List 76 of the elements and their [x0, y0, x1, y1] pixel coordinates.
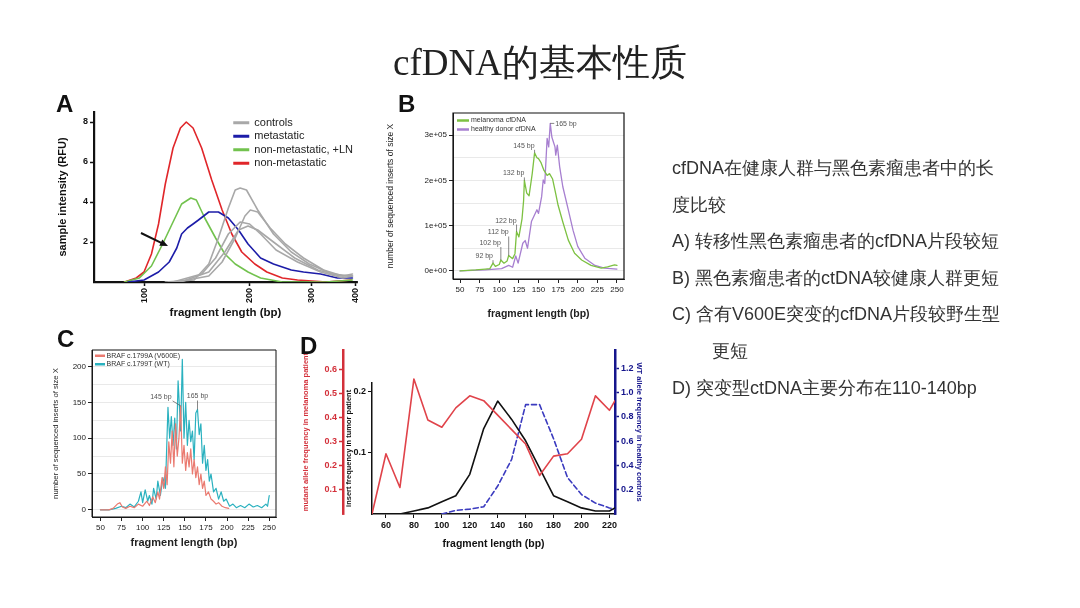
x-tick-label: 100	[138, 288, 149, 304]
x-tick-label: 200	[220, 523, 235, 532]
y3-tick-label: 0.2	[353, 386, 366, 397]
y-tick-label: 3e+05	[424, 130, 448, 140]
x-axis-title: fragment length (bp)	[442, 536, 545, 549]
x-tick-label: 220	[601, 519, 617, 530]
x-tick-label: 75	[117, 523, 127, 532]
y-tick-label: 0.5	[324, 387, 337, 398]
x-tick-label: 160	[518, 519, 534, 530]
x-tick-label: 180	[546, 519, 562, 530]
x-tick-label: 150	[531, 285, 546, 294]
y-tick-label: 0	[81, 505, 87, 515]
x-tick-label: 250	[262, 523, 277, 532]
x-tick-label: 50	[95, 523, 106, 532]
legend-label: non-metastatic	[254, 156, 327, 169]
y-axis-title: number of sequenced inserts of size X	[385, 123, 396, 269]
x-tick-label: 120	[462, 519, 478, 530]
y-tick-label: 8	[82, 116, 88, 127]
x-tick-label: 400	[349, 288, 360, 304]
y-axis-title: sample intensity (RFU)	[55, 137, 68, 257]
chart-title: C	[57, 325, 75, 352]
x-tick-label: 225	[590, 285, 605, 294]
x-tick-label: 150	[178, 523, 193, 532]
x-tick-label: 175	[551, 285, 566, 294]
text: D) 突变型ctDNA主要分布在110-140bp	[672, 376, 978, 400]
x-tick-label: 250	[610, 285, 625, 294]
text: A) 转移性黑色素瘤患者的cfDNA片段较短	[672, 230, 1000, 254]
y2-tick-label: 1.2	[621, 362, 634, 373]
y-tick-label: 2e+05	[424, 175, 448, 185]
x-axis-title: fragment length (bp)	[130, 536, 238, 549]
y2-tick-label: 1.0	[621, 387, 634, 397]
x-axis-title: fragment length (bp)	[487, 306, 590, 319]
x-tick-label: 60	[380, 519, 391, 530]
x-tick-label: 200	[244, 288, 255, 304]
x-tick-label: 140	[490, 519, 506, 530]
x-tick-label: 225	[241, 523, 256, 532]
y-tick-label: 2	[82, 236, 88, 247]
text: cfDNA的基本性质	[392, 41, 688, 85]
y-tick-label: 1e+05	[424, 220, 448, 230]
y-tick-label: 6	[82, 156, 88, 167]
y-tick-label: 0.1	[324, 484, 337, 495]
y3-tick-label: 0.1	[353, 447, 366, 458]
y-tick-label: 0.6	[324, 363, 337, 374]
x-tick-label: 200	[573, 519, 589, 530]
x-tick-label: 100	[492, 285, 507, 294]
x-tick-label: 125	[512, 285, 527, 294]
x-tick-label: 100	[135, 523, 150, 532]
y2-tick-label: 0.8	[621, 411, 634, 422]
text: cfDNA在健康人群与黑色素瘤患者中的长度比较	[672, 157, 995, 217]
x-tick-label: 80	[408, 519, 419, 530]
y2-tick-label: 0.6	[621, 435, 634, 446]
x-tick-label: 300	[305, 288, 316, 304]
x-tick-label: 175	[199, 523, 214, 532]
x-axis-title: fragment length (bp)	[169, 306, 282, 319]
y-tick-label: 0e+00	[424, 266, 448, 276]
x-tick-label: 200	[571, 285, 585, 294]
x-tick-label: 125	[157, 523, 171, 532]
text: C) 含有V600E突变的cfDNA片段较野生型更短	[672, 303, 1002, 363]
x-tick-label: 75	[475, 285, 485, 294]
chart-title: B	[398, 90, 416, 117]
chart-title: A	[56, 90, 74, 117]
y-tick-label: 0.3	[324, 436, 337, 447]
y2-tick-label: 0.2	[621, 484, 634, 495]
y-tick-label: 200	[72, 361, 87, 371]
y-tick-label: 4	[82, 196, 88, 207]
text: B) 黑色素瘤患者的ctDNA较健康人群更短	[672, 266, 1000, 290]
y-tick-label: 50	[77, 469, 87, 479]
legend-label: non-metastatic, +LN	[254, 142, 354, 155]
y-tick-label: 0.4	[324, 412, 337, 423]
y2-tick-label: 0.4	[621, 459, 634, 470]
x-tick-label: 50	[455, 285, 466, 294]
y-tick-label: 100	[72, 433, 87, 443]
legend-label: controls	[254, 115, 294, 128]
y-tick-label: 0.2	[324, 460, 337, 471]
y-tick-label: 150	[72, 397, 87, 407]
legend-label: metastatic	[254, 129, 305, 142]
